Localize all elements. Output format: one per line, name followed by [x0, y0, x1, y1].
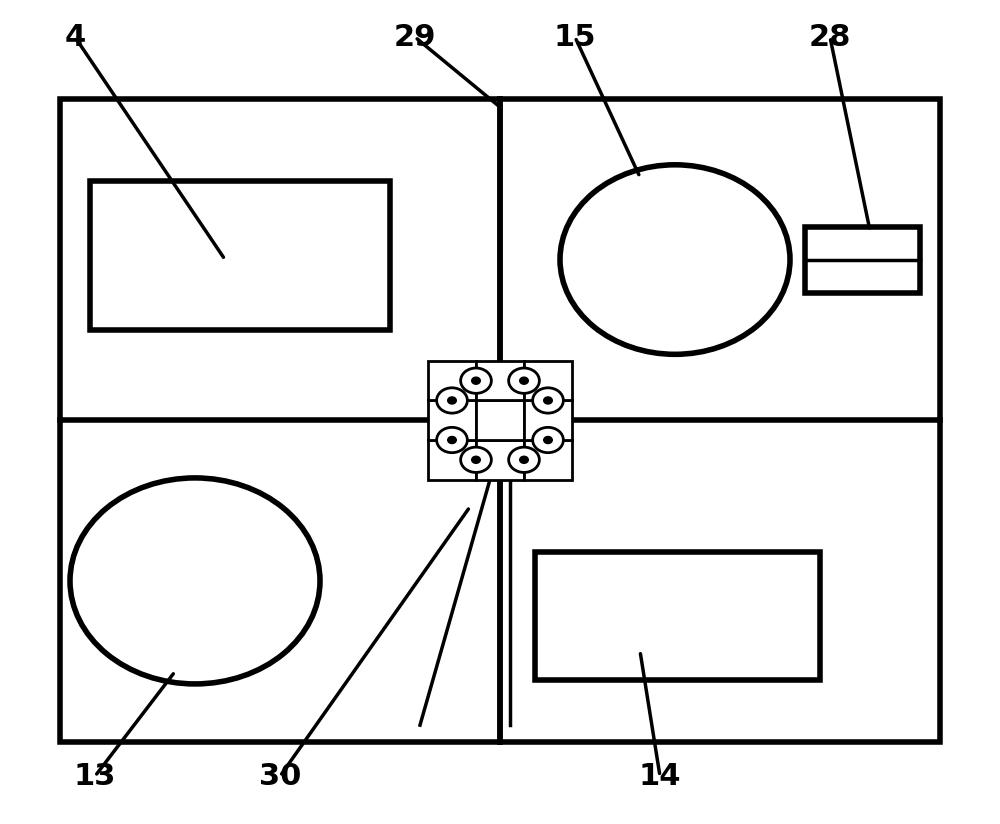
- Bar: [476, 400, 524, 440]
- Bar: [428, 400, 476, 440]
- Circle shape: [520, 377, 528, 384]
- Bar: [476, 361, 524, 400]
- Circle shape: [472, 377, 480, 384]
- Bar: [524, 400, 572, 440]
- Circle shape: [544, 397, 552, 404]
- Circle shape: [461, 447, 491, 472]
- Circle shape: [544, 437, 552, 443]
- Circle shape: [533, 428, 563, 452]
- Circle shape: [533, 388, 563, 413]
- Text: 28: 28: [809, 22, 851, 52]
- Bar: [524, 440, 572, 480]
- Bar: [428, 361, 476, 400]
- Circle shape: [509, 447, 539, 472]
- Circle shape: [448, 397, 456, 404]
- Text: 4: 4: [64, 22, 86, 52]
- Bar: [535, 552, 820, 680]
- Text: 29: 29: [394, 22, 436, 52]
- Circle shape: [472, 456, 480, 463]
- Circle shape: [461, 368, 491, 393]
- Circle shape: [437, 428, 467, 452]
- Bar: [90, 181, 390, 330]
- Text: 13: 13: [74, 761, 116, 791]
- Bar: [805, 227, 920, 293]
- Bar: [428, 440, 476, 480]
- Circle shape: [509, 368, 539, 393]
- Circle shape: [437, 388, 467, 413]
- Bar: [524, 361, 572, 400]
- Text: 14: 14: [639, 761, 681, 791]
- Circle shape: [448, 437, 456, 443]
- Circle shape: [520, 456, 528, 463]
- Text: 15: 15: [554, 22, 596, 52]
- Text: 30: 30: [259, 761, 301, 791]
- Bar: [60, 99, 940, 742]
- Bar: [476, 440, 524, 480]
